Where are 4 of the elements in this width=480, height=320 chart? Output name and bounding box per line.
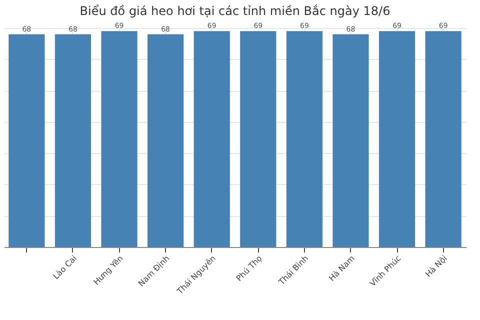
x-tick-label: Lào Cai	[51, 254, 79, 282]
x-tick-label: Hà Nội	[424, 254, 449, 279]
chart-title: Biểu đồ giá heo hơi tại các tỉnh miền Bắc ngày 18/6	[80, 4, 390, 18]
x-tick-label: Phú Thọ	[234, 254, 264, 284]
